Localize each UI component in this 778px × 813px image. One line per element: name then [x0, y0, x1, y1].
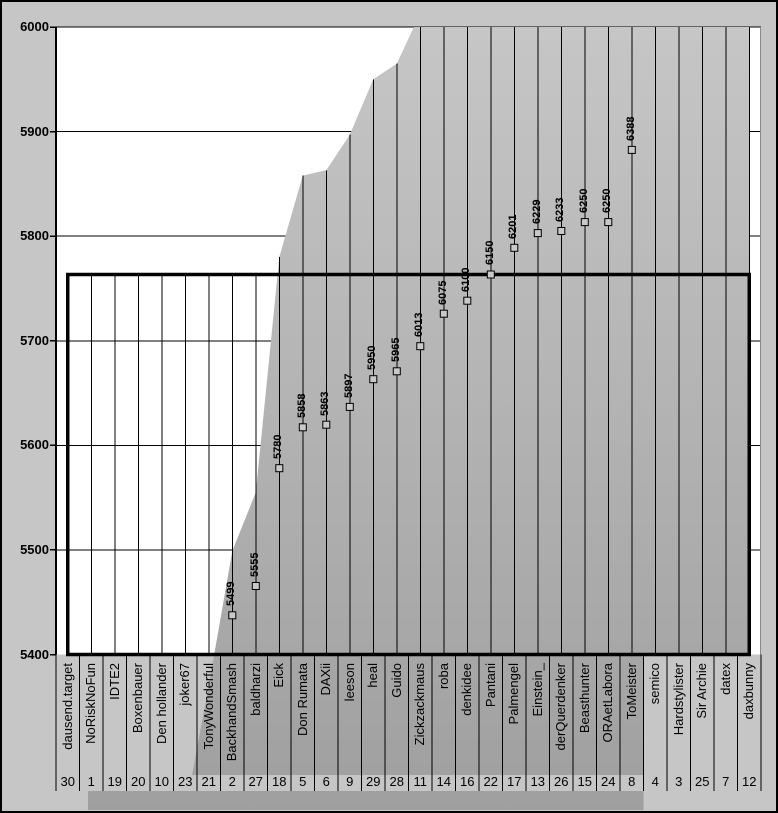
rank-label: 12	[742, 774, 757, 789]
rank-label: 7	[722, 774, 730, 789]
category-label: ToMeister	[623, 663, 639, 720]
category-label: heal	[365, 663, 381, 688]
rank-label: 22	[483, 774, 498, 789]
data-point-label: 6150	[483, 240, 496, 266]
rank-label: 30	[60, 774, 75, 789]
data-point-label: 6388	[624, 116, 637, 141]
category-label: derQuerdenker	[553, 663, 569, 751]
rank-label: 29	[366, 774, 381, 789]
data-point-label: 5555	[248, 552, 261, 577]
rank-label: 17	[507, 774, 522, 789]
category-label: baldharzi	[247, 663, 263, 716]
data-point-label: 5950	[366, 345, 379, 371]
category-label: DAXii	[318, 663, 334, 696]
data-point-label: 6075	[436, 280, 449, 305]
data-point-label: 6250	[601, 188, 614, 214]
category-label: Boxenbauer	[130, 663, 146, 734]
rank-label: 25	[695, 774, 710, 789]
data-point-label: 6250	[577, 188, 590, 214]
rank-label: 18	[272, 774, 287, 789]
rank-label: 20	[131, 774, 146, 789]
data-point-label: 6233	[554, 197, 567, 223]
rank-label: 8	[628, 774, 636, 789]
rank-label: 15	[577, 774, 592, 789]
rank-label: 13	[530, 774, 545, 789]
data-point-label: 5965	[389, 337, 402, 363]
rank-label: 9	[346, 774, 354, 789]
rank-label: 4	[651, 774, 659, 789]
rank-label: 3	[675, 774, 683, 789]
data-point-label: 6100	[460, 267, 473, 292]
category-label: ORAetLabora	[600, 663, 616, 743]
category-label: dausend.target	[59, 663, 75, 750]
y-axis-tick-label: 5400	[20, 646, 49, 662]
category-label: leeson	[341, 663, 357, 702]
data-point-label: 5897	[342, 373, 355, 398]
category-label: Einstein_	[529, 663, 545, 717]
category-label: Palmengel	[506, 663, 522, 725]
category-label: Beasthunter	[576, 663, 592, 734]
rank-label: 5	[299, 774, 307, 789]
category-label: Eick	[271, 663, 287, 688]
y-axis-tick-label: 5900	[20, 123, 49, 139]
category-label: joker67	[177, 663, 193, 706]
data-point-label: 5858	[295, 393, 308, 419]
category-label: IDTE2	[106, 663, 122, 700]
y-axis-tick-label: 5700	[20, 332, 49, 348]
y-axis-tick-label: 6000	[20, 19, 49, 34]
rank-label: 24	[601, 774, 616, 789]
rank-label: 23	[178, 774, 193, 789]
category-label: BackhandSmash	[224, 663, 240, 762]
rank-label: 16	[460, 774, 475, 789]
rank-label: 26	[554, 774, 569, 789]
data-point-label: 5499	[225, 581, 238, 607]
category-label: Guido	[388, 663, 404, 698]
rank-label: 1	[87, 774, 95, 789]
rank-label: 14	[436, 774, 451, 789]
rank-label: 19	[107, 774, 122, 789]
category-label: denkidee	[459, 663, 475, 716]
data-point-label: 6229	[530, 199, 543, 225]
rank-label: 28	[389, 774, 404, 789]
rank-label: 10	[154, 774, 169, 789]
data-point-label: 5863	[319, 391, 332, 416]
y-axis-tick-label: 5800	[20, 228, 49, 244]
data-point-label: 6013	[413, 312, 426, 338]
category-label: Don Rumata	[294, 663, 310, 736]
category-label: semico	[647, 663, 663, 705]
y-axis-tick-label: 5600	[20, 437, 49, 453]
data-point-label: 6201	[507, 214, 520, 239]
category-label: NoRiskNoFun	[83, 663, 99, 744]
rank-label: 27	[248, 774, 263, 789]
y-axis-tick-label: 5500	[20, 541, 49, 557]
category-label: TonyWonderful	[200, 663, 216, 750]
category-label: Sir Archie	[694, 663, 710, 719]
category-label: daxbunny	[741, 663, 757, 720]
category-label: roba	[435, 663, 451, 690]
category-label: datex	[717, 663, 733, 695]
category-label: Zickzackmaus	[412, 663, 428, 746]
rank-label: 11	[413, 774, 428, 789]
rank-label: 6	[322, 774, 330, 789]
category-label: Pantani	[482, 663, 498, 708]
rank-label: 2	[228, 774, 236, 789]
category-label: Den hollander	[153, 663, 169, 744]
data-point-label: 5780	[272, 434, 285, 460]
rank-label: 21	[201, 774, 216, 789]
category-label: Hardstylister	[670, 663, 686, 736]
